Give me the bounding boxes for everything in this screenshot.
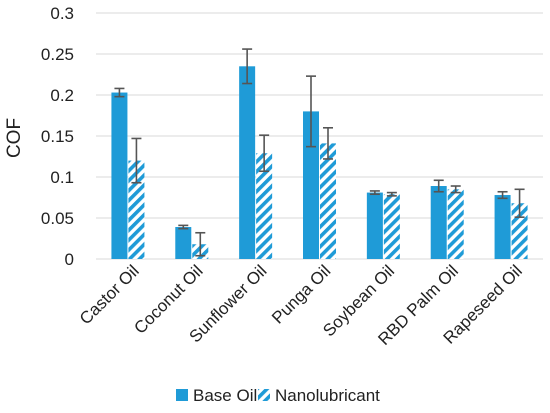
legend-label: Nanolubricant	[275, 386, 380, 405]
y-tick-label: 0.1	[50, 168, 74, 187]
category-label: Castor Oil	[76, 261, 143, 328]
legend-swatch-nanolubricant	[258, 389, 270, 401]
legend-label: Base Oil	[193, 386, 257, 405]
gridlines	[96, 12, 543, 260]
bar-base-oil	[303, 111, 319, 260]
category-label: Punga Oil	[268, 261, 334, 327]
y-tick-label: 0	[65, 250, 74, 269]
bar-base-oil	[175, 227, 192, 259]
y-tick-labels: 0 0.05 0.1 0.15 0.2 0.25 0.3	[41, 4, 74, 269]
y-axis-label: COF	[4, 118, 25, 158]
bar-base-oil	[494, 195, 511, 259]
y-tick-label: 0.2	[50, 86, 74, 105]
y-tick-label: 0.05	[41, 209, 74, 228]
legend-swatch-base-oil	[176, 389, 188, 401]
bar-base-oil	[239, 66, 256, 259]
bar-nanolubricant	[447, 189, 464, 259]
y-tick-label: 0.3	[50, 4, 74, 23]
bar-nanolubricant	[383, 194, 400, 259]
bar-nanolubricant	[320, 143, 336, 259]
error-bars	[114, 48, 525, 257]
bar-nanolubricant	[128, 160, 145, 259]
y-tick-label: 0.15	[41, 127, 74, 146]
bars	[111, 66, 528, 260]
y-tick-label: 0.25	[41, 45, 74, 64]
bar-nanolubricant	[256, 153, 273, 259]
bar-base-oil	[430, 186, 447, 259]
legend: Base Oil Nanolubricant	[176, 386, 380, 405]
bar-base-oil	[111, 92, 128, 259]
bar-base-oil	[366, 192, 383, 259]
